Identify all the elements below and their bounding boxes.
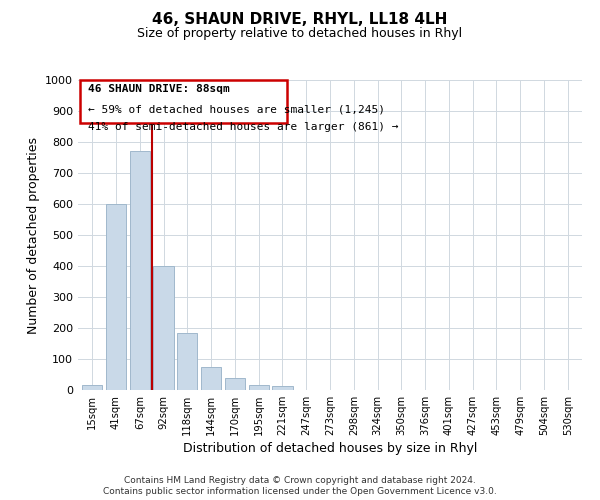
Text: 46 SHAUN DRIVE: 88sqm: 46 SHAUN DRIVE: 88sqm [88, 84, 229, 94]
Text: 41% of semi-detached houses are larger (861) →: 41% of semi-detached houses are larger (… [88, 122, 398, 132]
Text: Size of property relative to detached houses in Rhyl: Size of property relative to detached ho… [137, 28, 463, 40]
Bar [177, 332, 197, 390]
Bar [130, 152, 150, 390]
Text: ← 59% of detached houses are smaller (1,245): ← 59% of detached houses are smaller (1,… [88, 104, 385, 114]
Bar [201, 367, 221, 390]
Bar [82, 386, 103, 390]
Bar [154, 266, 173, 390]
Bar [225, 378, 245, 390]
Bar [272, 386, 293, 390]
Text: Contains public sector information licensed under the Open Government Licence v3: Contains public sector information licen… [103, 487, 497, 496]
X-axis label: Distribution of detached houses by size in Rhyl: Distribution of detached houses by size … [183, 442, 477, 455]
Bar [106, 204, 126, 390]
Text: Contains HM Land Registry data © Crown copyright and database right 2024.: Contains HM Land Registry data © Crown c… [124, 476, 476, 485]
Y-axis label: Number of detached properties: Number of detached properties [26, 136, 40, 334]
Bar [248, 386, 269, 390]
Text: 46, SHAUN DRIVE, RHYL, LL18 4LH: 46, SHAUN DRIVE, RHYL, LL18 4LH [152, 12, 448, 28]
